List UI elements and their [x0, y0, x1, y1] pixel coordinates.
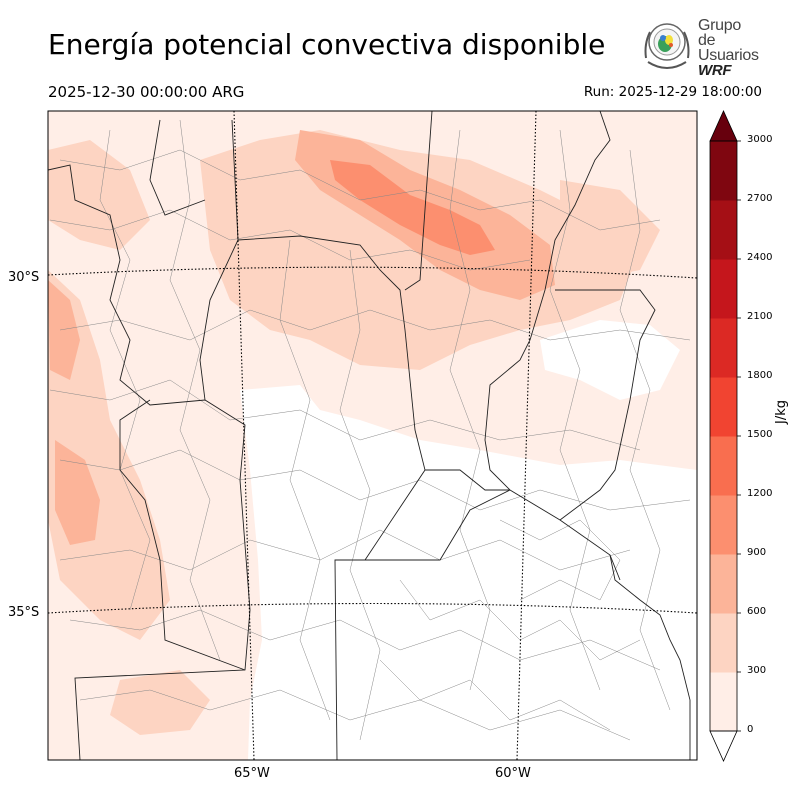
colorbar-bin: [710, 318, 737, 378]
logo-text: Grupo de Usuarios WRF: [698, 17, 760, 79]
wrf-users-logo: Grupo de Usuarios WRF: [640, 16, 760, 78]
logo-line-2: Usuarios: [698, 47, 759, 64]
map-frame: [47, 110, 698, 761]
lat-label-35s: 35°S: [8, 605, 40, 620]
logo-seal-icon: [644, 23, 690, 69]
field-300-southwest: [110, 670, 210, 735]
field-600-west-2: [48, 280, 80, 380]
colorbar-bin: [710, 200, 737, 260]
colorbar-bin: [710, 672, 737, 732]
colorbar-bin: [710, 259, 737, 319]
colorbar-unit: J/kg: [774, 400, 789, 424]
logo-line-3: WRF: [698, 62, 732, 79]
colorbar-tick-label: 2100: [747, 311, 773, 322]
colorbar-bin: [710, 377, 737, 437]
colorbar-bin: [710, 495, 737, 555]
colorbar-tick-label: 2400: [747, 252, 773, 263]
run-time: Run: 2025-12-29 18:00:00: [583, 84, 762, 100]
lon-label-60w: 60°W: [495, 766, 531, 781]
field-zero-south: [240, 385, 697, 760]
department-lines: [49, 119, 691, 741]
colorbar-extend-max: [709, 110, 738, 142]
lon-label-65w: 65°W: [234, 766, 270, 781]
field-600-west: [55, 440, 100, 545]
colorbar-bin: [710, 141, 737, 201]
colorbar-tick-label: 600: [747, 606, 767, 617]
colorbar-bin: [710, 554, 737, 614]
graticule: [47, 110, 698, 761]
lat-label-30s: 30°S: [8, 270, 40, 285]
colorbar-bin: [710, 613, 737, 673]
colorbar-bin: [710, 436, 737, 496]
colorbar-tick-label: 300: [747, 665, 767, 676]
field-300-west: [48, 270, 170, 640]
cape-field: [48, 111, 697, 760]
parallel-30s: [47, 266, 698, 279]
valid-time: 2025-12-30 00:00:00 ARG: [48, 83, 245, 101]
province-borders: [48, 111, 656, 760]
field-zero-northeast: [540, 320, 680, 400]
parallel-35s: [47, 602, 698, 614]
field-900-core: [330, 160, 495, 255]
colorbar-tick-label: 2700: [747, 193, 773, 204]
field-300-northwest: [48, 140, 150, 250]
admin-boundaries: [48, 111, 691, 760]
map-title: Energía potencial convectiva disponible: [48, 28, 606, 61]
colorbar-tick-label: 900: [747, 547, 767, 558]
colorbar-tick-label: 1500: [747, 429, 773, 440]
colorbar-tick-label: 1800: [747, 370, 773, 381]
colorbar-extend-min: [709, 730, 738, 762]
colorbar-tick-label: 3000: [747, 134, 773, 145]
colorbar-tick-label: 0: [747, 724, 754, 735]
coastline: [609, 554, 691, 760]
colorbar-tick-label: 1200: [747, 488, 773, 499]
field-300-east: [560, 180, 660, 280]
logo-line-1: Grupo de: [698, 17, 741, 49]
